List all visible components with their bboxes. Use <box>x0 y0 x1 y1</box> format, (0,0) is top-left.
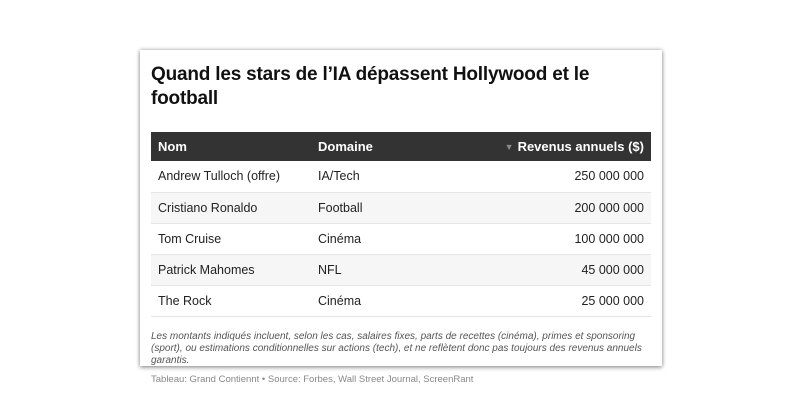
cell-revenue: 25 000 000 <box>451 285 651 317</box>
table-title: Quand les stars de l’IA dépassent Hollyw… <box>151 64 590 109</box>
cell-revenue: 100 000 000 <box>451 223 651 255</box>
table-note: Les montants indiqués incluent, selon le… <box>151 330 642 366</box>
table-card: Quand les stars de l’IA dépassent Hollyw… <box>140 50 662 385</box>
cell-revenue: 250 000 000 <box>451 161 651 193</box>
table-row: Tom Cruise Cinéma 100 000 000 <box>151 223 651 255</box>
cell-name: Tom Cruise <box>151 223 311 255</box>
cell-name: Andrew Tulloch (offre) <box>151 161 311 193</box>
cell-domain: NFL <box>311 254 451 286</box>
cell-name: Cristiano Ronaldo <box>151 192 311 224</box>
cell-revenue: 45 000 000 <box>451 254 651 286</box>
cell-revenue: 200 000 000 <box>451 192 651 224</box>
cell-name: The Rock <box>151 285 311 317</box>
cell-domain: Cinéma <box>311 223 451 255</box>
column-header-revenue[interactable]: ▼ Revenus annuels ($) <box>451 132 651 161</box>
table-row: Patrick Mahomes NFL 45 000 000 <box>151 254 651 286</box>
column-header-revenue-label: Revenus annuels ($) <box>517 139 644 154</box>
column-header-name[interactable]: Nom <box>158 139 187 154</box>
cell-domain: IA/Tech <box>311 161 451 193</box>
table-header-row: Nom Domaine ▼ Revenus annuels ($) <box>151 132 651 161</box>
cell-domain: Football <box>311 192 451 224</box>
sort-desc-icon: ▼ <box>504 142 514 152</box>
cell-domain: Cinéma <box>311 285 451 317</box>
cell-name: Patrick Mahomes <box>151 254 311 286</box>
column-header-domain[interactable]: Domaine <box>318 139 373 154</box>
table-row: The Rock Cinéma 25 000 000 <box>151 285 651 317</box>
table-source: Tableau: Grand Contiennt • Source: Forbe… <box>151 373 474 385</box>
table-row: Cristiano Ronaldo Football 200 000 000 <box>151 192 651 224</box>
table-row: Andrew Tulloch (offre) IA/Tech 250 000 0… <box>151 161 651 193</box>
revenue-table: Nom Domaine ▼ Revenus annuels ($) Andrew … <box>151 132 651 317</box>
